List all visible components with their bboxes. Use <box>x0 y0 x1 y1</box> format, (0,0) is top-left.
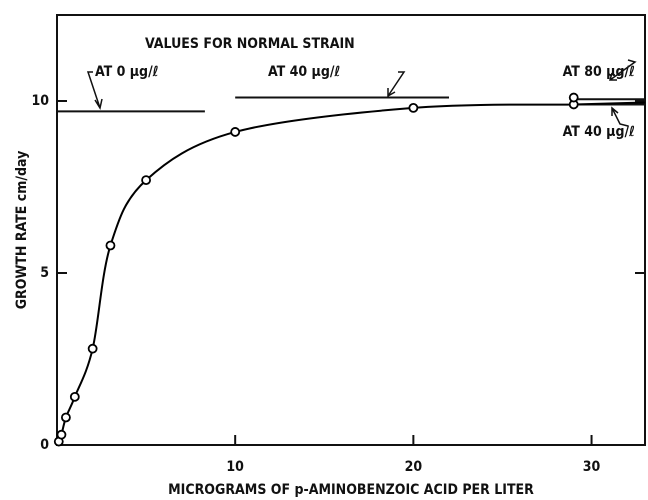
arrow <box>609 59 637 81</box>
data-point <box>56 429 67 440</box>
data-point <box>141 175 151 186</box>
reference-label: AT 0 μg/ℓ <box>95 64 159 80</box>
curve <box>57 101 646 442</box>
data-point <box>69 391 80 402</box>
data-point <box>230 127 241 137</box>
x-tick-label: 30 <box>583 459 601 475</box>
data-point <box>87 343 98 354</box>
x-axis-label: MICROGRAMS OF p-AMINOBENZOIC ACID PER LI… <box>168 482 534 498</box>
annotation-title: VALUES FOR NORMAL STRAIN <box>145 36 355 52</box>
reference-label: AT 40 μg/ℓ <box>268 64 340 80</box>
data-point <box>61 412 71 423</box>
x-tick-label: 20 <box>405 459 423 475</box>
arrow <box>86 71 103 110</box>
reference-label: AT 40 μg/ℓ <box>563 124 635 140</box>
y-tick-label: 5 <box>40 265 49 281</box>
data-point <box>408 102 419 113</box>
y-tick-label: 0 <box>40 437 49 453</box>
reference-label: AT 80 μg/ℓ <box>563 64 635 80</box>
plot-frame <box>56 14 646 446</box>
arrow <box>611 106 629 127</box>
y-axis-label: GROWTH RATE cm/day <box>14 151 30 310</box>
data-point <box>568 92 579 103</box>
y-tick-label: 10 <box>31 93 49 109</box>
arrow <box>387 71 406 98</box>
x-tick-label: 10 <box>226 459 244 475</box>
data-point <box>105 240 116 251</box>
